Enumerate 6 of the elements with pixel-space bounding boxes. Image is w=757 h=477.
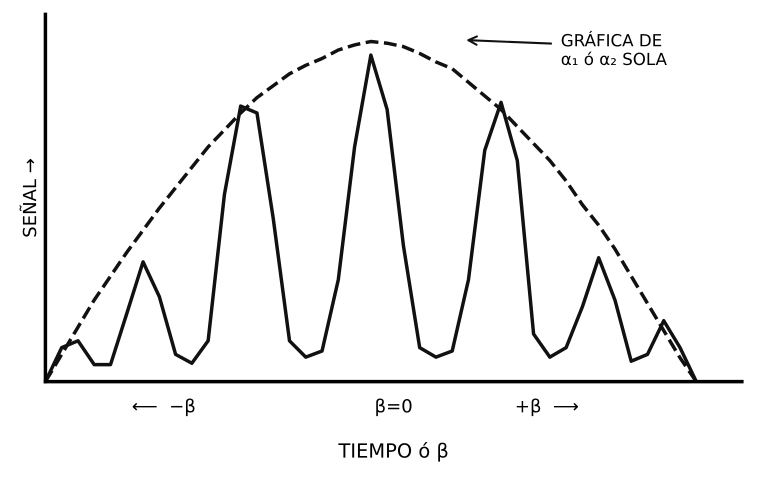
text: β=0 <box>376 398 412 416</box>
text: +β ⟶ <box>516 398 578 416</box>
x-axis-title: TIEMPO ó β <box>338 442 448 462</box>
text: ⟵ −β <box>132 398 195 416</box>
annotation: GRÁFICA DE α₁ ó α₂ SOLA <box>562 30 667 66</box>
y-axis-title: SEÑAL → <box>20 159 36 237</box>
